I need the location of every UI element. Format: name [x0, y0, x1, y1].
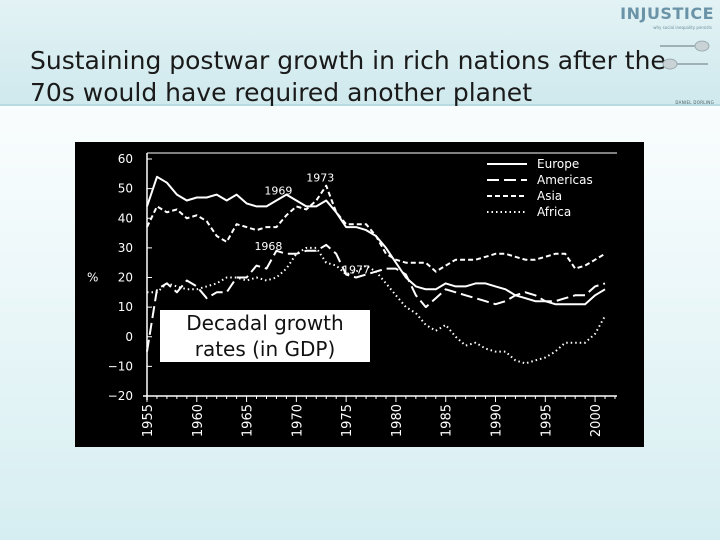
brand-name: INJUSTICE [620, 4, 714, 23]
x-tick-label: 1970 [290, 404, 305, 437]
y-tick-label: −10 [108, 359, 133, 373]
slide-title: Sustaining postwar growth in rich nation… [30, 45, 700, 109]
x-tick-label: 1995 [539, 404, 554, 437]
chart-caption-line-2: rates (in GDP) [194, 337, 336, 361]
brand-logo: INJUSTICE why social inequality persists… [620, 4, 718, 105]
y-tick-label: −20 [108, 389, 133, 403]
y-tick-label: 0 [125, 330, 133, 344]
series-line-africa [147, 246, 606, 365]
legend-label-americas: Americas [537, 173, 593, 187]
x-tick-label: 1990 [490, 404, 505, 437]
x-tick-label: 1960 [191, 404, 206, 437]
legend-label-europe: Europe [537, 157, 579, 171]
growth-chart-svg: 60 50 40 30 20 10 0 −10 −20% 1955 1960 1965 1970 1975… [87, 152, 617, 437]
annotation-1969: 1969 [264, 184, 292, 197]
x-tick-label: 1975 [340, 404, 355, 437]
annotation-1973: 1973 [306, 172, 334, 185]
chart-caption-box: Decadal growth rates (in GDP) [160, 310, 370, 362]
y-tick-label: 10 [118, 300, 133, 314]
legend-label-africa: Africa [537, 205, 571, 219]
x-tick-label: 1980 [390, 404, 405, 437]
x-tick-label: 1955 [141, 404, 156, 437]
y-tick-label: 50 [118, 182, 133, 196]
x-tick-label: 1985 [440, 404, 455, 437]
slide-title-line-2: 70s would have required another planet [30, 77, 532, 107]
silver-spoon-icon [660, 40, 710, 52]
title-band [0, 0, 720, 106]
series-line-asia [146, 184, 606, 273]
annotation-1968: 1968 [254, 240, 282, 253]
y-axis-label: % [87, 271, 98, 285]
chart-caption-line-1: Decadal growth [186, 311, 344, 335]
y-tick-label: 30 [118, 241, 133, 255]
brand-tagline: why social inequality persists [653, 25, 712, 30]
x-tick-label: 2000 [589, 404, 604, 437]
growth-chart: 60 50 40 30 20 10 0 −10 −20% 1955 1960 1965 1970 1975… [75, 142, 644, 447]
y-tick-label: 20 [118, 271, 133, 285]
y-tick-label: 40 [118, 211, 133, 225]
slide-title-line-1: Sustaining postwar growth in rich nation… [30, 45, 666, 75]
silver-spoon-icon [662, 58, 708, 70]
legend-label-asia: Asia [537, 189, 562, 203]
annotation-1977: 1977 [342, 264, 370, 277]
y-tick-label: 60 [118, 152, 133, 166]
x-tick-label: 1965 [241, 404, 256, 437]
brand-author: DANIEL DORLING [675, 100, 714, 105]
